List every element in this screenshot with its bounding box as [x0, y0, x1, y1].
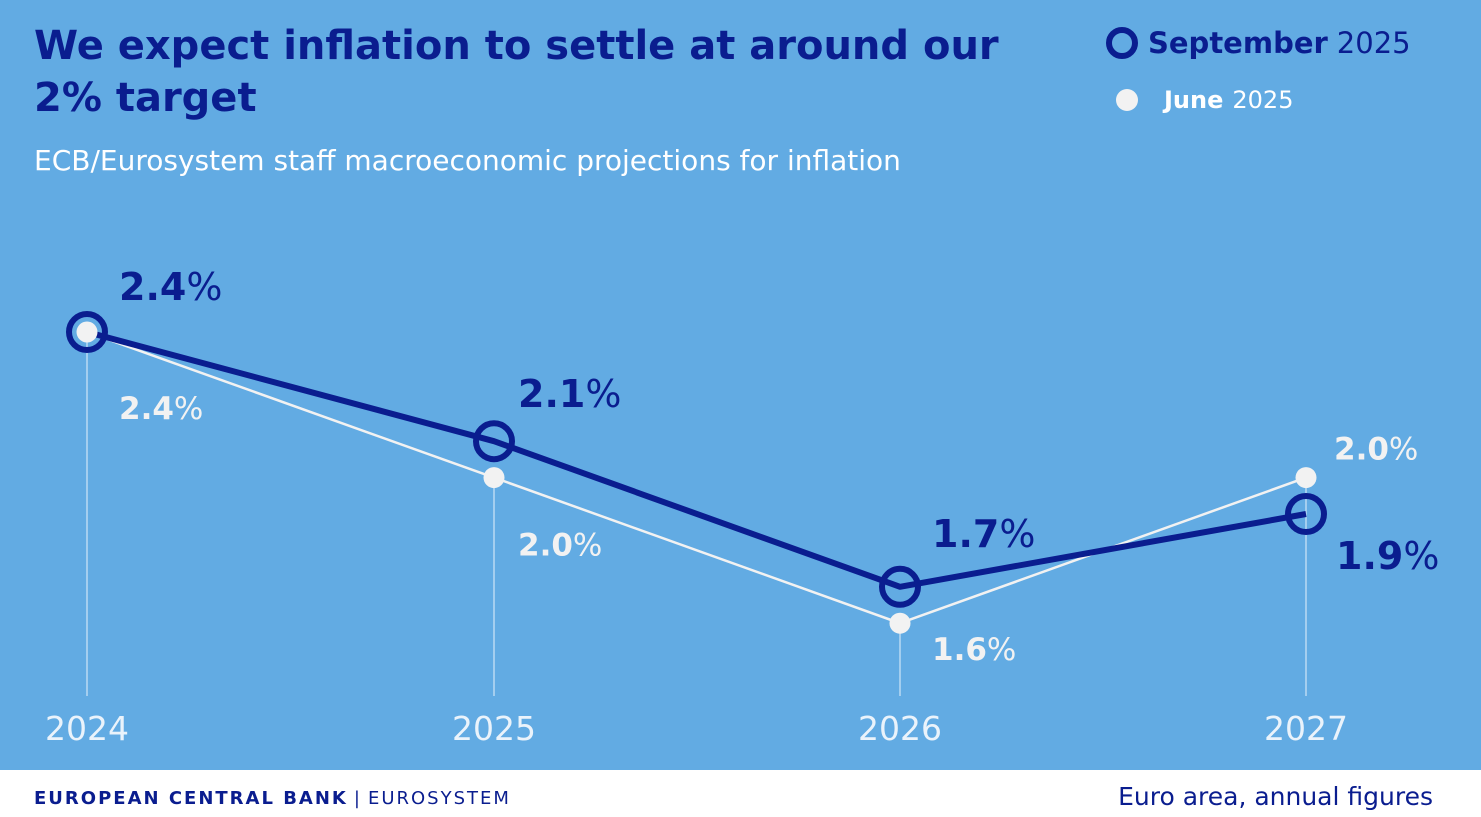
june-point-2026	[889, 612, 911, 634]
bank-name: EUROPEAN CENTRAL BANK	[34, 788, 348, 809]
legend-item-june: June 2025	[1116, 86, 1293, 114]
x-tick-label-2024: 2024	[45, 709, 129, 748]
june-point-2024	[76, 321, 98, 343]
june-point-2025	[483, 467, 505, 489]
september-label-2025: 2.1%	[518, 372, 621, 416]
september-label-2024: 2.4%	[119, 265, 222, 309]
june-label-2027: 2.0%	[1334, 432, 1418, 468]
wordmark-divider: |	[353, 788, 362, 809]
june-label-2024: 2.4%	[119, 391, 203, 427]
legend-item-september: September 2025	[1106, 26, 1411, 60]
ring-marker-icon	[1106, 27, 1138, 59]
inflation-line-chart: 2.4% 2.1% 1.7% 1.9% 2.4% 2.0% 1.6% 2.0% 2024 2025…	[45, 265, 1439, 748]
legend-june-month: June	[1164, 86, 1224, 114]
september-label-2027: 1.9%	[1336, 534, 1439, 578]
june-point-2027	[1295, 467, 1317, 489]
september-point-2027	[1285, 493, 1327, 535]
legend-june-year: 2025	[1232, 86, 1294, 114]
series-line-june-2025	[86, 330, 1307, 625]
chart-subtitle: ECB/Eurosystem staff macroeconomic proje…	[34, 144, 901, 177]
june-label-2025: 2.0%	[518, 528, 602, 564]
chart-panel: We expect inflation to settle at around …	[0, 0, 1481, 770]
x-tick-label-2027: 2027	[1264, 709, 1348, 748]
september-label-2026: 1.7%	[932, 512, 1035, 556]
dot-marker-icon	[1116, 89, 1138, 111]
june-label-2026: 1.6%	[932, 632, 1016, 668]
legend-september-month: September	[1148, 26, 1328, 60]
september-point-2026	[879, 565, 921, 608]
footer-note: Euro area, annual figures	[1118, 782, 1433, 811]
legend-september-year: 2025	[1336, 26, 1411, 60]
x-tick-label-2026: 2026	[858, 709, 942, 748]
chart-title: We expect inflation to settle at around …	[34, 23, 999, 121]
series-line-september-2025	[86, 329, 1307, 590]
ecb-wordmark: EUROPEAN CENTRAL BANK | EUROSYSTEM	[34, 788, 511, 809]
eurosystem-name: EUROSYSTEM	[367, 788, 511, 809]
september-point-2025	[473, 420, 515, 463]
september-point-2024	[66, 311, 108, 353]
x-tick-label-2025: 2025	[452, 709, 536, 748]
